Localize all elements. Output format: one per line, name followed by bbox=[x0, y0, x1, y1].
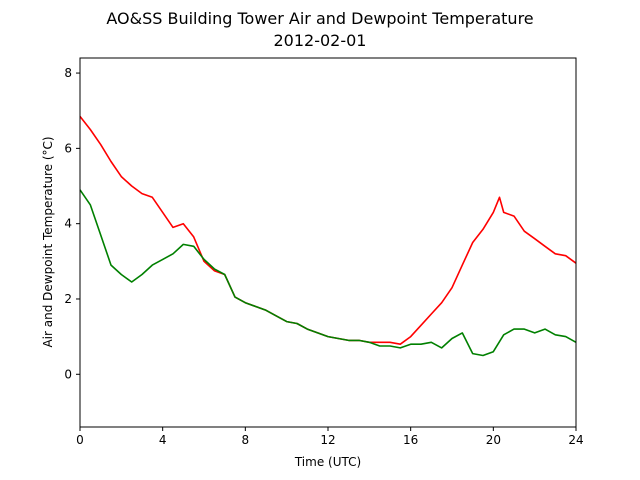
y-tick-label: 4 bbox=[64, 217, 72, 231]
chart-title: AO&SS Building Tower Air and Dewpoint Te… bbox=[106, 9, 533, 28]
x-tick-label: 4 bbox=[159, 433, 167, 447]
chart-subtitle: 2012-02-01 bbox=[274, 31, 367, 50]
x-tick-label: 24 bbox=[568, 433, 583, 447]
x-axis-label: Time (UTC) bbox=[294, 455, 361, 469]
x-tick-label: 8 bbox=[242, 433, 250, 447]
y-tick-label: 2 bbox=[64, 292, 72, 306]
y-tick-label: 0 bbox=[64, 367, 72, 381]
x-tick-label: 16 bbox=[403, 433, 418, 447]
y-axis: 0 2 4 6 8 bbox=[64, 66, 80, 381]
y-tick-label: 8 bbox=[64, 66, 72, 80]
series-line-1 bbox=[79, 115, 577, 346]
series-layer bbox=[79, 115, 577, 357]
x-tick-label: 20 bbox=[486, 433, 501, 447]
x-tick-label: 0 bbox=[76, 433, 84, 447]
y-axis-label: Air and Dewpoint Temperature (°C) bbox=[41, 136, 55, 347]
x-axis: 0 4 8 12 16 20 24 bbox=[76, 427, 584, 447]
y-tick-label: 6 bbox=[64, 141, 72, 155]
series-line-2 bbox=[79, 189, 577, 357]
x-tick-label: 12 bbox=[320, 433, 335, 447]
plot-area-frame bbox=[79, 57, 577, 428]
